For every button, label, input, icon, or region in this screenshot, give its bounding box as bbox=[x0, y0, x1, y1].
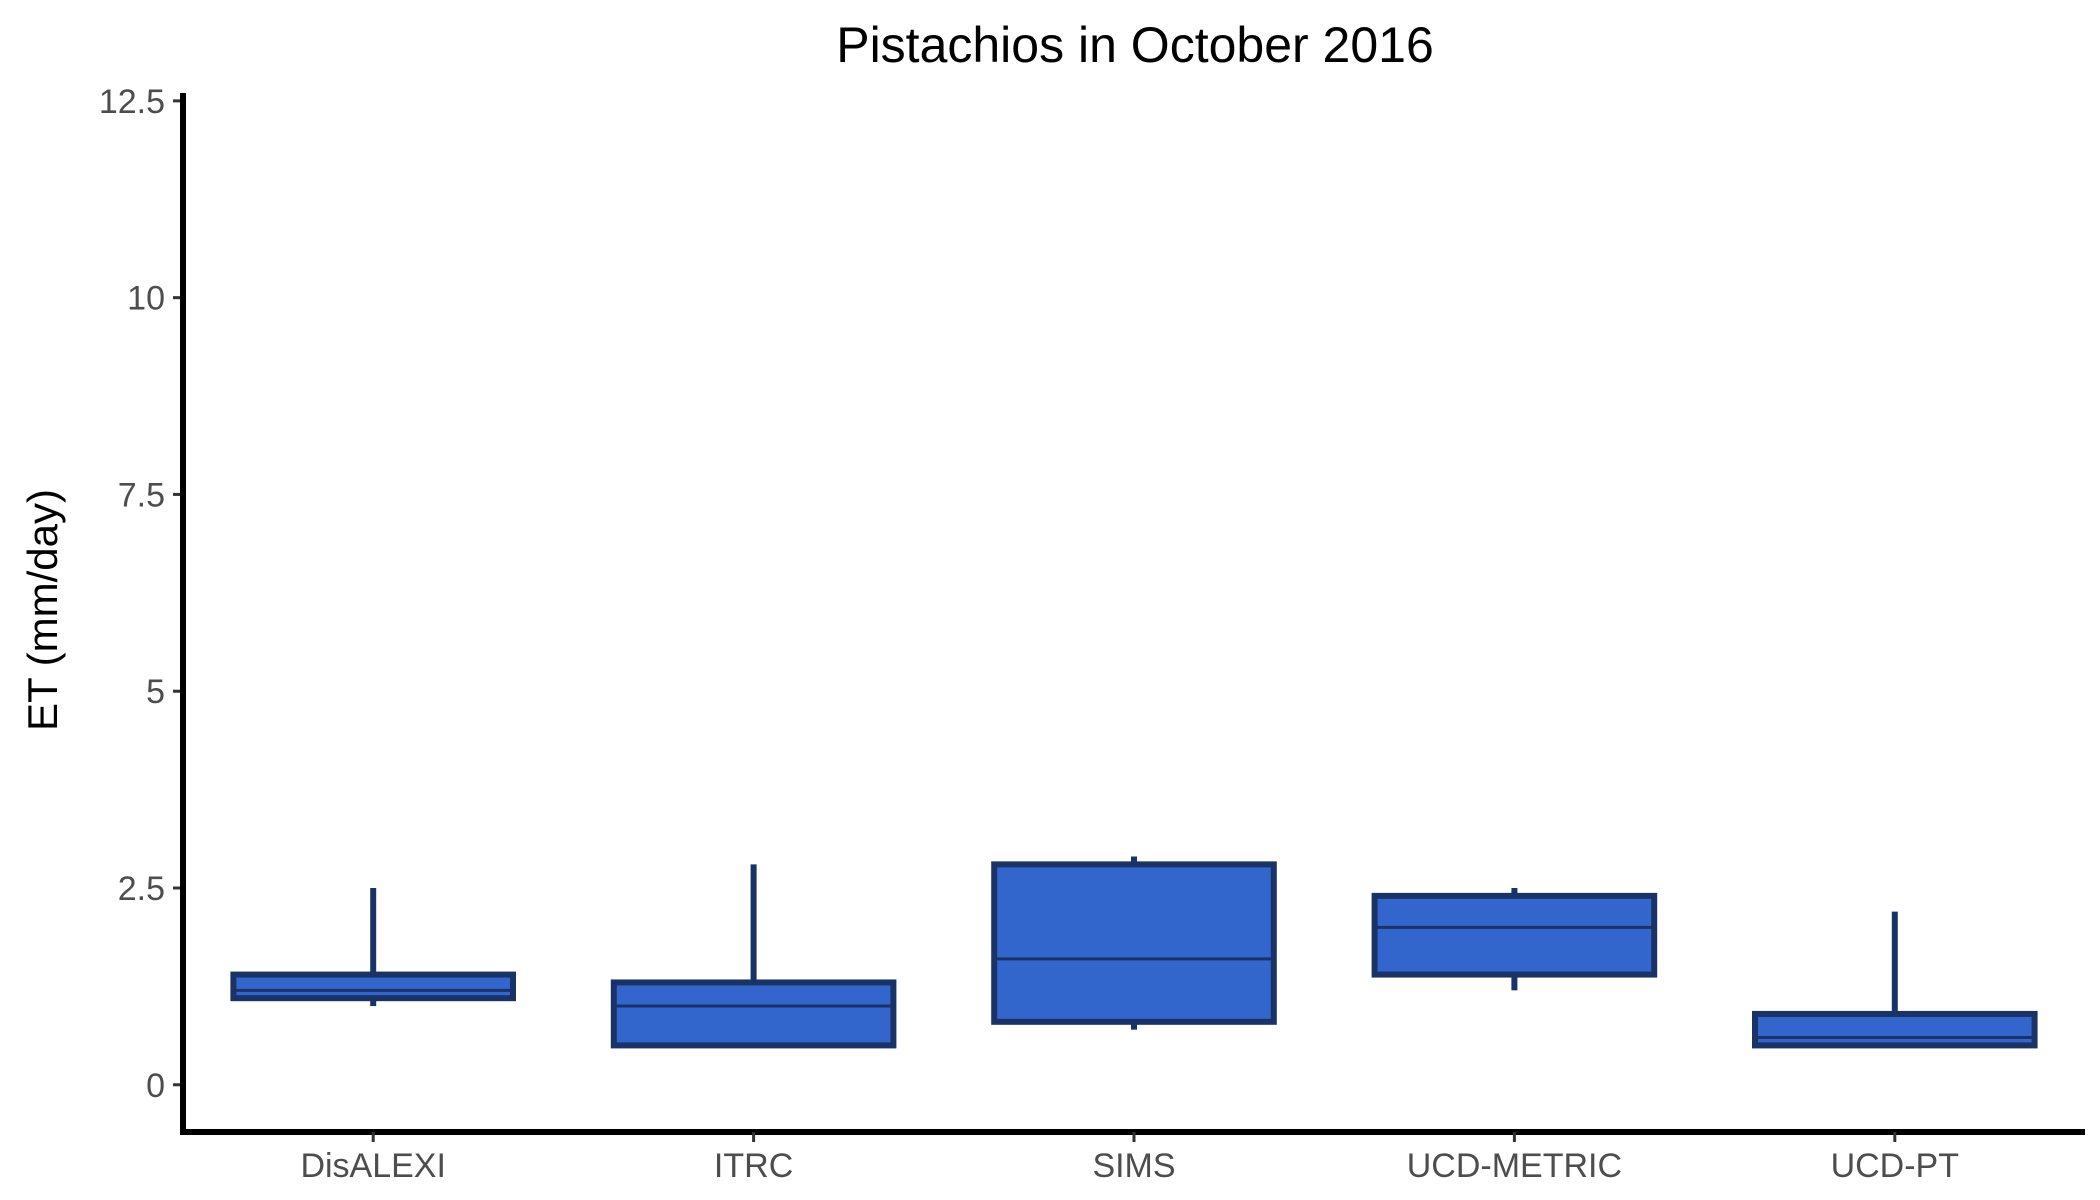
chart-title: Pistachios in October 2016 bbox=[836, 17, 1434, 73]
y-tick-label: 0 bbox=[146, 1067, 165, 1105]
plot-area: 0 2.5 5 7.5 10 12.5 DisALEXI ITRC SIMS UCD-METRIC… bbox=[99, 83, 2085, 1185]
y-tick-label: 7.5 bbox=[118, 476, 165, 514]
y-tick-label: 12.5 bbox=[99, 83, 165, 121]
box-ucd-metric bbox=[1371, 892, 1658, 978]
box-disalexi bbox=[230, 971, 516, 1002]
x-tick-label: UCD-METRIC bbox=[1407, 1147, 1622, 1185]
y-tick-label: 5 bbox=[146, 673, 165, 711]
x-tick-label: SIMS bbox=[1092, 1147, 1175, 1185]
x-tick-label: ITRC bbox=[714, 1147, 793, 1185]
y-tick-label: 10 bbox=[127, 280, 165, 318]
y-tick-label: 2.5 bbox=[118, 870, 165, 908]
y-axis-label: ET (mm/day) bbox=[19, 489, 66, 731]
box-sims bbox=[991, 861, 1277, 1025]
box-itrc bbox=[610, 979, 897, 1049]
x-tick-label: DisALEXI bbox=[300, 1147, 446, 1185]
box-ucd-pt bbox=[1752, 1010, 2038, 1049]
x-tick-label: UCD-PT bbox=[1831, 1147, 1959, 1185]
